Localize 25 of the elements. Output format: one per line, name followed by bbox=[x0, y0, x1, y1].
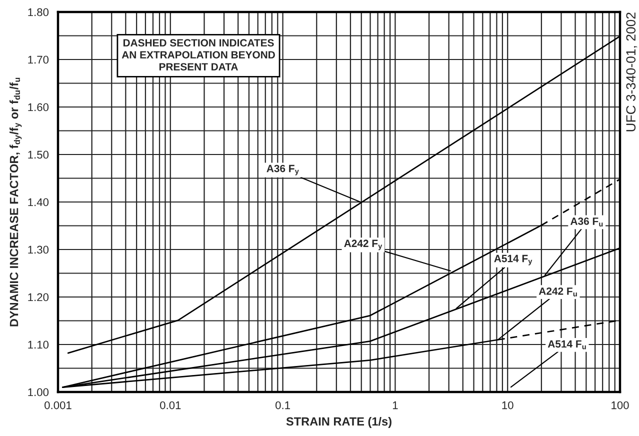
text: UFC 3-340-01, 2002 bbox=[626, 12, 638, 132]
annotation: A514 F$_{y}$ bbox=[494, 254, 532, 266]
y-tick-label: 1.50 bbox=[28, 150, 49, 159]
annotation: A36 F$_{y}$ bbox=[266, 164, 299, 176]
x-tick-label: 0.01 bbox=[160, 401, 181, 410]
y-tick-label: 1.10 bbox=[28, 340, 49, 349]
x-tick-label: 0.1 bbox=[276, 401, 290, 410]
y-tick-label: 1.00 bbox=[28, 388, 49, 396]
y-tick-label: 1.30 bbox=[28, 246, 49, 254]
annotation: A514 F$_{u}$ bbox=[548, 340, 586, 350]
y-tick-label: 1.40 bbox=[28, 198, 49, 206]
x-axis-title: STRAIN RATE (1/s) bbox=[286, 416, 392, 428]
x-tick-label: 0.001 bbox=[44, 401, 72, 410]
y-tick-label: 1.20 bbox=[28, 293, 49, 302]
annotation: A242 F$_{u}$ bbox=[538, 287, 577, 296]
x-tick-label: 10 bbox=[502, 401, 514, 410]
annotation: A36 F$_{u}$ bbox=[570, 218, 603, 227]
y-axis-title: DYNAMIC INCREASE FACTOR, f$_{dy}$/f$_{y}$ or f$_{du}$/f$_{u}$ bbox=[10, 78, 22, 326]
y-tick-label: 1.70 bbox=[28, 56, 49, 64]
annotation: A242 F$_{y}$ bbox=[344, 240, 382, 250]
y-tick-label: 1.80 bbox=[28, 8, 49, 16]
x-tick-label: 100 bbox=[612, 401, 629, 410]
annotation: DASHED SECTION INDICATES AN EXTRAPOLATION BEYOND PRESENT DATA bbox=[122, 39, 275, 70]
x-tick-label: 1 bbox=[392, 401, 398, 410]
y-tick-label: 1.60 bbox=[28, 103, 49, 112]
